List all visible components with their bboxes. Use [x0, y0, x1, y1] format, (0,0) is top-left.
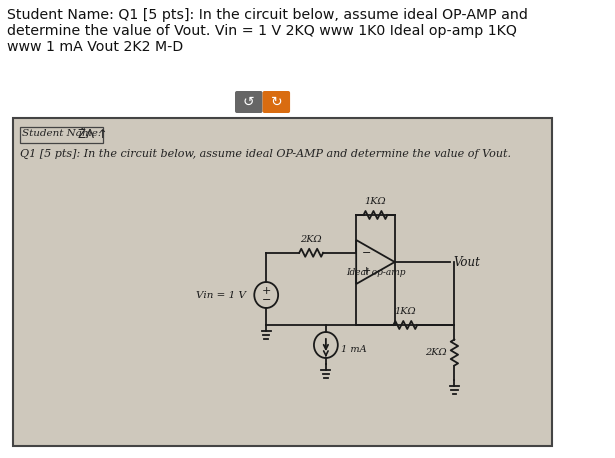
Text: Student Name:: Student Name:: [22, 129, 101, 137]
Text: Student Name: Q1 [5 pts]: In the circuit below, assume ideal OP-AMP and
determin: Student Name: Q1 [5 pts]: In the circuit…: [7, 8, 528, 55]
Text: +: +: [362, 266, 371, 276]
Text: 1KΩ: 1KΩ: [365, 197, 386, 206]
Text: Ideal op-amp: Ideal op-amp: [347, 268, 406, 277]
Text: Vin = 1 V: Vin = 1 V: [196, 290, 246, 300]
Text: ↻: ↻: [271, 95, 282, 109]
Text: Vout: Vout: [453, 256, 480, 268]
Text: −: −: [261, 295, 271, 305]
Text: Z̃Λ ↑: Z̃Λ ↑: [78, 128, 108, 141]
Text: ↺: ↺: [243, 95, 255, 109]
FancyBboxPatch shape: [263, 91, 290, 113]
Bar: [13, 118, 552, 446]
Text: Q1 [5 pts]: In the circuit below, assume ideal OP-AMP and determine the value of: Q1 [5 pts]: In the circuit below, assume…: [20, 149, 511, 159]
Text: −: −: [362, 248, 371, 258]
Bar: [20, 127, 103, 143]
Text: 2KΩ: 2KΩ: [300, 235, 322, 244]
Text: 2KΩ: 2KΩ: [426, 348, 447, 357]
Text: 1KΩ: 1KΩ: [394, 307, 416, 316]
FancyBboxPatch shape: [235, 91, 263, 113]
Text: 1 mA: 1 mA: [341, 345, 367, 354]
Text: +: +: [261, 286, 271, 296]
